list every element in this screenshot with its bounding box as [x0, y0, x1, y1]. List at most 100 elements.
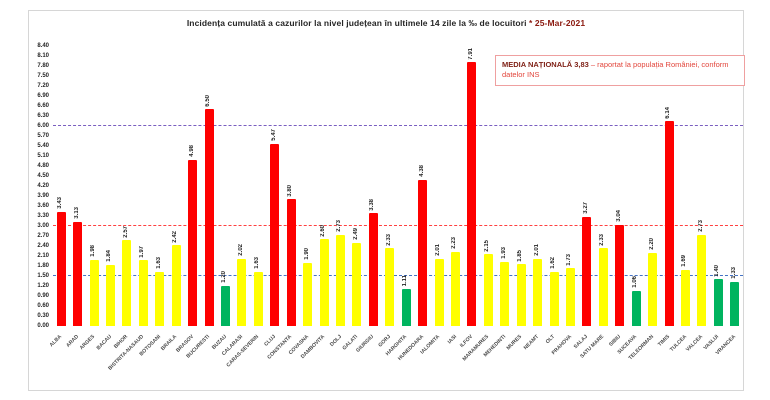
bar-value-GIURGIU: 3.38 — [369, 198, 376, 211]
bar-SUCEAVA — [631, 290, 641, 326]
y-axis-tick: 3.30 — [37, 213, 49, 219]
bar-CARAS-SEVERIN — [253, 271, 263, 326]
bar-value-MARAMURES: 2.15 — [484, 239, 491, 252]
bar-BOTOSANI — [155, 271, 165, 326]
bar-value-CONSTANTA: 3.80 — [287, 184, 294, 197]
bar-SALAJ — [582, 217, 592, 326]
national-average-value: MEDIA NAȚIONALĂ 3,83 — [502, 60, 589, 69]
bar-value-PRAHOVA: 1.73 — [566, 253, 573, 266]
bar-value-TULCEA: 1.69 — [681, 254, 688, 267]
bar-slot-TULCEA: 1.69 — [677, 46, 693, 326]
y-axis-tick: 4.50 — [37, 173, 49, 179]
bar-slot-SIBIU: 3.04 — [612, 46, 628, 326]
y-axis-tick: 0.90 — [37, 293, 49, 299]
bar-slot-COVASNA: 1.90 — [299, 46, 315, 326]
bar-slot-TIMIS: 6.14 — [661, 46, 677, 326]
bar-value-CARAS-SEVERIN: 1.63 — [254, 256, 261, 269]
y-axis-tick: 6.00 — [37, 123, 49, 129]
bar-BRASOV — [188, 160, 198, 326]
bar-VRANCEA — [730, 281, 740, 326]
bar-slot-VASLUI: 1.40 — [710, 46, 726, 326]
bar-value-ARAD: 3.13 — [73, 206, 80, 219]
y-axis-tick: 5.70 — [37, 133, 49, 139]
bar-slot-ARGES: 1.98 — [86, 46, 102, 326]
y-axis-tick: 1.80 — [37, 263, 49, 269]
y-axis-tick: 7.50 — [37, 73, 49, 79]
y-axis-tick: 4.80 — [37, 163, 49, 170]
bar-PRAHOVA — [565, 268, 575, 326]
bar-slot-GALATI: 2.49 — [349, 46, 365, 326]
bar-ILFOV — [467, 62, 477, 326]
bar-slot-OLT: 1.62 — [546, 46, 562, 326]
bar-value-IASI: 2.23 — [451, 236, 458, 249]
bar-TELEORMAN — [648, 252, 658, 326]
y-axis-tick: 8.10 — [37, 53, 49, 59]
bar-value-BISTRITA-NASAUD: 1.97 — [139, 245, 146, 258]
bar-slot-BISTRITA-NASAUD: 1.97 — [135, 46, 151, 326]
bar-value-IALOMITA: 2.01 — [435, 244, 442, 256]
bar-SIBIU — [615, 224, 625, 326]
bar-slot-PRAHOVA: 1.73 — [562, 46, 578, 326]
bar-value-DOLJ: 2.73 — [336, 220, 343, 232]
bar-slot-CARAS-SEVERIN: 1.63 — [250, 46, 266, 326]
bar-slot-CONSTANTA: 3.80 — [283, 46, 299, 326]
bar-ARAD — [73, 221, 83, 326]
bar-value-GORJ: 2.33 — [385, 233, 392, 246]
bar-DOLJ — [335, 235, 345, 326]
y-axis-tick: 2.10 — [37, 253, 49, 259]
bar-GORJ — [385, 248, 395, 326]
bar-BISTRITA-NASAUD — [138, 260, 148, 326]
plot-area: 3.43 3.13 1.98 1.84 2.57 1.97 1.63 2.42 4.98 6.50… — [53, 46, 743, 326]
bar-value-SIBIU: 3.04 — [615, 209, 622, 222]
bar-value-MURES: 1.85 — [517, 249, 524, 262]
y-axis-tick: 3.00 — [37, 223, 49, 229]
bar-value-BUZAU: 1.20 — [221, 271, 228, 284]
bar-value-BRAILA: 2.42 — [172, 230, 179, 243]
y-axis-tick: 7.20 — [37, 83, 49, 89]
bar-slot-MARAMURES: 2.15 — [480, 46, 496, 326]
bar-GALATI — [352, 243, 362, 326]
bar-CALARASI — [237, 258, 247, 326]
reference-line-6.00 — [53, 125, 743, 126]
bar-value-MEHEDINTI: 1.93 — [500, 246, 507, 259]
bar-value-BUCURESTI: 6.50 — [205, 94, 212, 107]
bar-value-BIHOR: 2.57 — [122, 225, 129, 238]
bar-TIMIS — [664, 121, 674, 326]
bar-slot-ALBA: 3.43 — [53, 46, 69, 326]
bar-HUNEDOARA — [418, 180, 428, 326]
bar-slot-IASI: 2.23 — [447, 46, 463, 326]
bar-slot-BRAILA: 2.42 — [168, 46, 184, 326]
bar-ARGES — [89, 260, 99, 326]
bar-DAMBOVITA — [319, 239, 329, 326]
bar-value-NEAMT: 2.01 — [533, 244, 540, 256]
bar-value-CALARASI: 2.02 — [237, 243, 244, 256]
bar-slot-IALOMITA: 2.01 — [431, 46, 447, 326]
y-axis-tick: 0.00 — [37, 323, 49, 329]
bar-BIHOR — [122, 240, 132, 326]
bar-slot-NEAMT: 2.01 — [529, 46, 545, 326]
y-axis-tick: 0.30 — [37, 313, 49, 320]
bar-slot-SALAJ: 3.27 — [579, 46, 595, 326]
y-axis: 8.40 8.10 7.80 7.50 7.20 6.90 6.60 6.30 6.00 5.70… — [29, 43, 51, 329]
chart-card: Incidența cumulată a cazurilor la nivel … — [28, 10, 745, 391]
y-axis-tick: 8.40 — [37, 43, 49, 49]
bar-value-ILFOV: 7.91 — [467, 47, 474, 60]
bar-SATU MARE — [598, 248, 608, 326]
y-axis-tick: 4.20 — [37, 183, 49, 189]
y-axis-tick: 3.60 — [37, 203, 49, 209]
y-axis-tick: 5.10 — [37, 153, 49, 159]
bar-slot-SUCEAVA: 1.06 — [628, 46, 644, 326]
bar-COVASNA — [303, 262, 313, 326]
chart-title-date: * 25-Mar-2021 — [529, 18, 586, 28]
bar-MARAMURES — [483, 254, 493, 326]
bar-slot-CALARASI: 2.02 — [234, 46, 250, 326]
bar-slot-VALCEA: 2.73 — [694, 46, 710, 326]
y-axis-tick: 5.40 — [37, 143, 49, 149]
bar-OLT — [549, 272, 559, 326]
chart-title-text: Incidența cumulată a cazurilor la nivel … — [186, 18, 530, 28]
bar-slot-GIURGIU: 3.38 — [365, 46, 381, 326]
reference-line-3.00 — [53, 225, 743, 226]
chart-title: Incidența cumulată a cazurilor la nivel … — [29, 18, 743, 28]
bar-slot-ILFOV: 7.91 — [464, 46, 480, 326]
bar-slot-BIHOR: 2.57 — [119, 46, 135, 326]
